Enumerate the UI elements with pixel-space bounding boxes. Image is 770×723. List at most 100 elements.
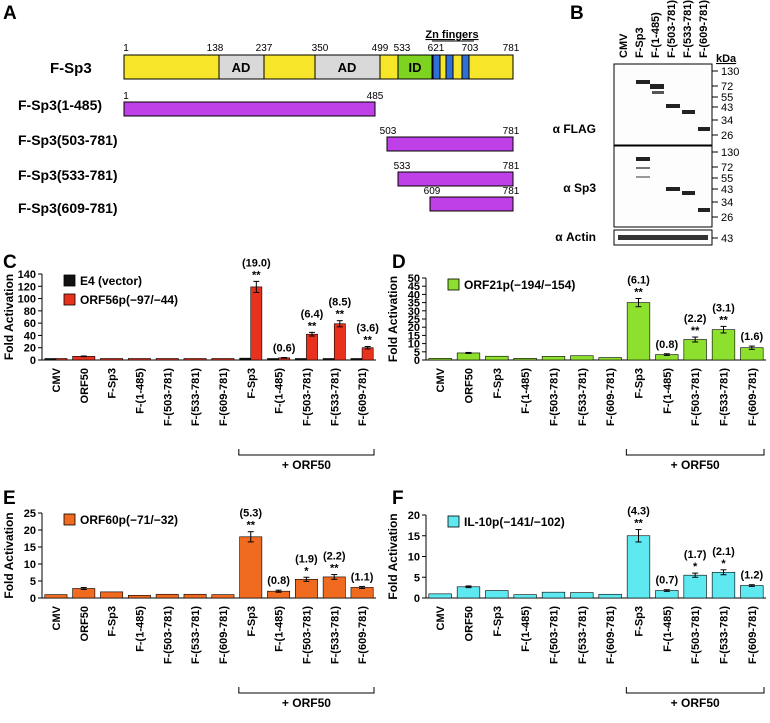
x-tick-label: F-(503-781) (162, 606, 174, 664)
position-621: 621 (428, 43, 445, 54)
fragment-bar-503-781 (386, 136, 514, 152)
y-tick-label: 120 (18, 281, 36, 293)
position-350: 350 (312, 43, 329, 54)
lane-label-4: F-(503-781) (666, 0, 678, 58)
sp3-band-2 (636, 167, 650, 169)
flag-band-1-485-minor (652, 91, 664, 94)
x-tick-label: F-(533-781) (577, 368, 589, 426)
marker-label: 130 (721, 66, 739, 78)
bar (211, 358, 235, 361)
marker-label: 43 (721, 233, 733, 245)
x-tick-label: F-(1-485) (134, 606, 146, 652)
y-tick-label: 20 (408, 510, 420, 522)
fragment-start-3: 533 (394, 161, 411, 172)
y-tick-label: 40 (24, 330, 36, 342)
x-tick-label: ORF50 (79, 606, 91, 641)
significance-mark: * (304, 565, 309, 577)
bar (485, 590, 509, 599)
x-tick-label: F-(609-781) (357, 368, 369, 426)
fragment-start-1: 1 (123, 91, 129, 102)
bar (155, 593, 179, 599)
y-tick-label: 15 (408, 330, 420, 342)
bar (294, 578, 318, 599)
bar (250, 286, 263, 361)
significance-mark: ** (246, 520, 255, 532)
orf50-bracket (238, 687, 375, 694)
id-label: ID (409, 60, 422, 75)
y-axis-label: Fold Activation (386, 513, 400, 599)
x-tick-label: F-Sp3 (634, 368, 646, 399)
x-tick-label: F-(503-781) (549, 606, 561, 664)
orf50-bracket (625, 687, 765, 694)
x-tick-label: F-Sp3 (246, 606, 258, 637)
fragment-end-4: 781 (503, 186, 520, 197)
panel-label-b: B (570, 3, 584, 24)
marker-label: 26 (721, 130, 733, 142)
y-tick-label: 100 (18, 294, 36, 306)
lane-label-2: F-Sp3 (634, 27, 646, 58)
x-tick-label: F-(533-781) (190, 606, 202, 664)
x-tick-label: F-(609-781) (218, 606, 230, 664)
x-tick-label: F-(1-485) (662, 606, 674, 652)
fold-label: (3.1) (712, 302, 735, 314)
x-tick-label: CMV (51, 605, 63, 630)
position-533: 533 (394, 43, 411, 54)
bar (44, 594, 68, 599)
y-tick-label: 20 (24, 343, 36, 355)
fold-label: (1.6) (741, 331, 764, 343)
bar (155, 358, 179, 361)
position-703: 703 (462, 43, 479, 54)
x-tick-label: CMV (435, 367, 447, 392)
x-tick-label: F-(1-485) (134, 368, 146, 414)
fold-label: (4.3) (627, 506, 650, 518)
marker-label: 72 (721, 162, 733, 174)
x-tick-label: F-(609-781) (747, 606, 759, 664)
kda-label: kDa (716, 53, 737, 65)
sp3-band-3 (636, 176, 650, 178)
x-tick-label: F-(1-485) (520, 606, 532, 652)
x-tick-label: F-Sp3 (107, 606, 119, 637)
flag-band-503-781 (666, 104, 680, 108)
sp3-markers: 130 72 55 43 34 26 (712, 147, 739, 224)
significance-mark: ** (336, 309, 345, 321)
bar (127, 358, 151, 361)
flag-band-1-485 (650, 84, 664, 89)
x-tick-label: F-(609-781) (605, 606, 617, 664)
sp3-band-609-781 (698, 208, 710, 212)
x-tick-label: F-(503-781) (301, 606, 313, 664)
panel-label-f: F (392, 488, 404, 509)
bar (598, 357, 622, 361)
orf50-bracket-label: + ORF50 (671, 458, 720, 472)
orf50-bracket (625, 449, 765, 456)
x-tick-label: ORF50 (79, 368, 91, 403)
y-tick-label: 0 (30, 355, 36, 367)
fold-label: (6.4) (301, 308, 324, 320)
marker-label: 55 (721, 173, 733, 185)
bar (541, 356, 566, 361)
x-tick-label: F-(503-781) (549, 368, 561, 426)
x-tick-label: F-(609-781) (605, 368, 617, 426)
lane-label-3: F-(1-485) (650, 12, 662, 58)
x-tick-label: F-(1-485) (520, 368, 532, 414)
orf50-bracket-label: + ORF50 (282, 458, 331, 472)
position-1: 1 (123, 43, 129, 54)
x-tick-label: F-(609-781) (218, 368, 230, 426)
y-tick-label: 140 (18, 269, 36, 281)
bar (211, 594, 235, 599)
marker-label: 34 (721, 197, 733, 209)
y-axis-label: Fold Activation (2, 274, 16, 360)
significance-mark: ** (363, 334, 372, 346)
y-tick-label: 25 (408, 314, 420, 326)
bar (306, 333, 318, 361)
y-tick-label: 35 (408, 298, 420, 310)
marker-label: 34 (721, 115, 733, 127)
significance-mark: * (693, 561, 698, 573)
fold-label: (2.2) (323, 551, 346, 563)
panel-label-a: A (3, 3, 17, 24)
position-237: 237 (256, 43, 273, 54)
bar (322, 576, 346, 599)
marker-label: 130 (721, 147, 739, 159)
x-tick-label: F-(533-781) (329, 606, 341, 664)
